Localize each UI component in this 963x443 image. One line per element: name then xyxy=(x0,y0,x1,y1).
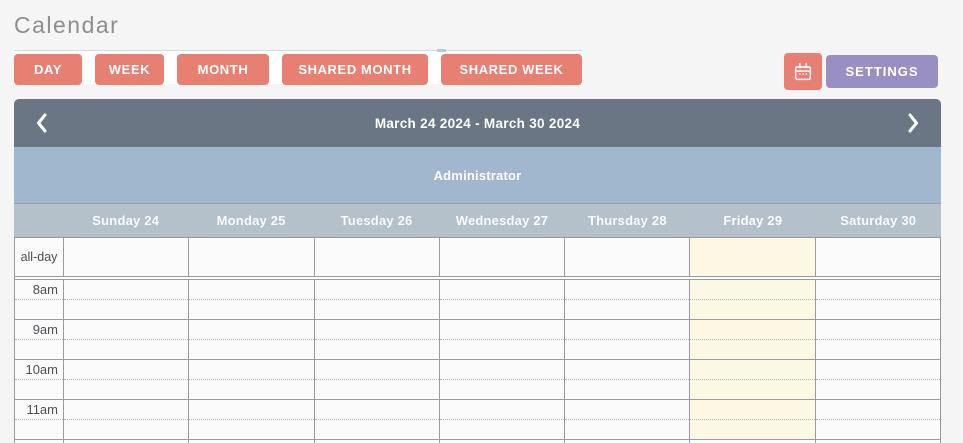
time-slot-cell[interactable] xyxy=(439,440,566,443)
time-label: 11am xyxy=(26,402,58,417)
view-tab-strip: DAY WEEK MONTH SHARED MONTH SHARED WEEK xyxy=(14,49,583,85)
time-slot-cell[interactable] xyxy=(439,360,566,399)
hour-row: 10am xyxy=(15,360,940,400)
time-slot-cell[interactable] xyxy=(64,440,190,443)
day-header-cell: Saturday 30 xyxy=(840,213,917,228)
active-tab-tick xyxy=(437,49,446,52)
time-slot-cell[interactable] xyxy=(565,320,691,359)
time-label: 9am xyxy=(32,322,58,337)
partial-hour-row xyxy=(15,440,940,443)
allday-cell[interactable] xyxy=(439,238,566,276)
mini-calendar-button[interactable] xyxy=(784,53,822,90)
time-slot-cell[interactable] xyxy=(64,280,190,319)
time-slot-cell[interactable] xyxy=(690,400,816,439)
time-slot-cell[interactable] xyxy=(690,320,816,359)
allday-axis-label: all-day xyxy=(15,238,64,276)
day-header-cell: Monday 25 xyxy=(216,213,286,228)
day-header-row: Sunday 24 Monday 25 Tuesday 26 Wednesday 27… xyxy=(14,203,941,237)
allday-cell[interactable] xyxy=(690,238,816,276)
time-slot-cell[interactable] xyxy=(439,320,566,359)
time-slot-cell[interactable] xyxy=(314,360,440,399)
time-slot-cell[interactable] xyxy=(314,280,440,319)
allday-cell[interactable] xyxy=(64,238,190,276)
time-axis-cell: 8am xyxy=(15,280,64,319)
time-slot-cell[interactable] xyxy=(439,400,566,439)
allday-cell[interactable] xyxy=(565,238,691,276)
time-slot-cell[interactable] xyxy=(815,360,940,399)
time-slot-cell[interactable] xyxy=(815,400,940,439)
time-slot-cell[interactable] xyxy=(565,280,691,319)
time-slot-cell[interactable] xyxy=(189,440,315,443)
time-slot-cell[interactable] xyxy=(690,360,816,399)
calendar-icon xyxy=(792,61,814,83)
allday-cell[interactable] xyxy=(189,238,315,276)
calendar-navbar: March 24 2024 - March 30 2024 xyxy=(14,99,941,147)
time-label: 10am xyxy=(25,362,58,377)
chevron-left-icon xyxy=(35,112,49,134)
allday-divider xyxy=(15,276,940,280)
chevron-right-icon xyxy=(906,112,920,134)
prev-week-button[interactable] xyxy=(20,99,64,147)
view-button-shared-month[interactable]: SHARED MONTH xyxy=(282,54,428,85)
settings-button[interactable]: SETTINGS xyxy=(826,55,938,88)
time-axis-cell: 9am xyxy=(15,320,64,359)
view-button-month[interactable]: MONTH xyxy=(177,54,269,85)
time-slot-cell[interactable] xyxy=(690,280,816,319)
time-axis-cell: 10am xyxy=(15,360,64,399)
hour-row: 8am xyxy=(15,280,940,320)
time-slot-cell[interactable] xyxy=(64,320,190,359)
time-slot-cell[interactable] xyxy=(815,320,940,359)
calendar-widget: March 24 2024 - March 30 2024 Administra… xyxy=(14,99,941,443)
resource-bar: Administrator xyxy=(14,147,941,203)
day-header-cell: Thursday 28 xyxy=(588,213,667,228)
time-slot-cell[interactable] xyxy=(189,320,315,359)
day-header-cell: Wednesday 27 xyxy=(455,213,549,228)
view-button-week[interactable]: WEEK xyxy=(95,54,164,85)
time-slot-cell[interactable] xyxy=(815,440,940,443)
time-grid: all-day 8am 9am 10am 11am xyxy=(14,237,941,443)
time-slot-cell[interactable] xyxy=(64,400,190,439)
time-slot-cell[interactable] xyxy=(189,280,315,319)
axis-spacer xyxy=(14,204,63,237)
hour-row: 11am xyxy=(15,400,940,440)
time-slot-cell[interactable] xyxy=(314,400,440,439)
date-range-title: March 24 2024 - March 30 2024 xyxy=(374,115,581,131)
time-label: 8am xyxy=(32,282,58,297)
time-slot-cell[interactable] xyxy=(314,440,440,443)
day-header-cell: Friday 29 xyxy=(723,213,783,228)
view-button-day[interactable]: DAY xyxy=(14,54,82,85)
allday-cell[interactable] xyxy=(815,238,940,276)
next-week-button[interactable] xyxy=(891,99,935,147)
day-header-cell: Tuesday 26 xyxy=(340,213,413,228)
time-slot-cell[interactable] xyxy=(314,320,440,359)
view-button-shared-week[interactable]: SHARED WEEK xyxy=(441,54,582,85)
time-slot-cell[interactable] xyxy=(189,360,315,399)
resource-name: Administrator xyxy=(433,167,522,183)
allday-cell[interactable] xyxy=(314,238,440,276)
time-slot-cell[interactable] xyxy=(690,440,816,443)
time-axis-cell: 11am xyxy=(15,400,64,439)
time-slot-cell[interactable] xyxy=(439,280,566,319)
page-title: Calendar xyxy=(14,12,120,38)
time-slot-cell[interactable] xyxy=(815,280,940,319)
axis-sliver xyxy=(15,440,64,443)
time-slot-cell[interactable] xyxy=(64,360,190,399)
allday-row: all-day xyxy=(15,237,940,276)
time-slot-cell[interactable] xyxy=(189,400,315,439)
hour-row: 9am xyxy=(15,320,940,360)
view-buttons-group: DAY WEEK MONTH SHARED MONTH SHARED WEEK xyxy=(14,54,582,85)
time-slot-cell[interactable] xyxy=(565,360,691,399)
time-slot-cell[interactable] xyxy=(565,440,691,443)
day-header-cell: Sunday 24 xyxy=(92,213,160,228)
time-slot-cell[interactable] xyxy=(565,400,691,439)
